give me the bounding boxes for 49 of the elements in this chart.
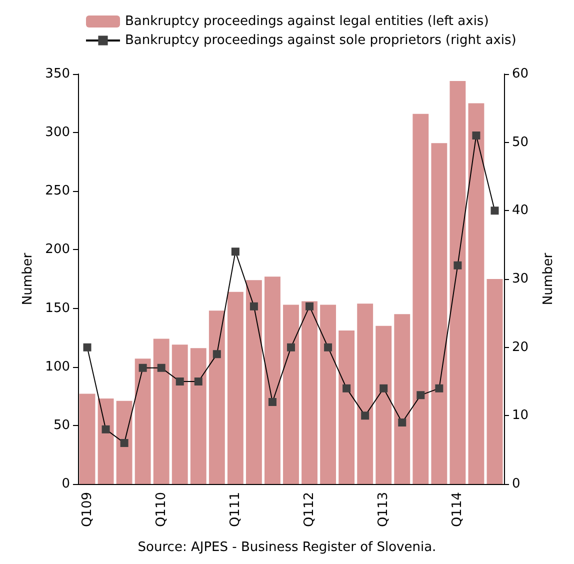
legend-label: Bankruptcy proceedings against legal entities (left axis) xyxy=(125,14,489,29)
y2-tick-label: 20 xyxy=(512,340,529,355)
bar xyxy=(486,279,503,484)
bar xyxy=(246,280,262,484)
bar xyxy=(98,398,114,484)
bar xyxy=(153,338,170,484)
y-axis-title: Number xyxy=(20,252,36,306)
bar xyxy=(338,330,355,484)
bar xyxy=(468,103,484,484)
x-tick-label: Q113 xyxy=(376,492,392,528)
y-tick-label: 0 xyxy=(62,476,70,492)
bar xyxy=(302,301,318,484)
x-tick-label: Q109 xyxy=(80,492,95,528)
x-tick-label: Q111 xyxy=(228,492,243,528)
y-tick-label: 200 xyxy=(45,242,70,258)
x-tick-label: Q112 xyxy=(302,492,318,528)
source-note: Source: AJPES - Business Register of Slovenia. xyxy=(138,540,436,555)
x-tick-label: Q114 xyxy=(450,492,466,528)
bar xyxy=(190,348,206,484)
bar xyxy=(450,81,466,484)
y2-tick-label: 0 xyxy=(512,476,520,492)
y-tick-label: 250 xyxy=(45,184,70,199)
bar xyxy=(320,304,336,484)
y2-axis-title: Number xyxy=(541,252,556,306)
bar xyxy=(208,310,225,484)
y-tick-label: 50 xyxy=(53,418,70,433)
y2-tick-label: 40 xyxy=(512,203,529,218)
bar xyxy=(357,304,374,484)
bar xyxy=(412,114,429,484)
y2-tick-label: 30 xyxy=(512,272,529,286)
legend-label: Bankruptcy proceedings against sole proprietors (right axis) xyxy=(125,33,516,48)
y2-tick-label: 10 xyxy=(512,408,529,424)
bar xyxy=(264,276,280,484)
x-tick-label: Q110 xyxy=(154,492,169,528)
bar xyxy=(79,394,96,484)
bar xyxy=(431,143,448,484)
y-tick-label: 350 xyxy=(45,66,70,82)
y-tick-label: 100 xyxy=(45,359,70,374)
bar xyxy=(394,314,410,484)
y2-tick-label: 60 xyxy=(512,66,529,82)
y2-tick-label: 50 xyxy=(512,134,529,150)
bar xyxy=(116,400,132,484)
bar xyxy=(172,344,188,484)
y-tick-label: 300 xyxy=(45,125,70,140)
y-tick-label: 150 xyxy=(45,300,70,316)
bar xyxy=(134,358,151,484)
bar xyxy=(376,326,392,484)
bar xyxy=(227,292,244,484)
bar xyxy=(283,304,299,484)
